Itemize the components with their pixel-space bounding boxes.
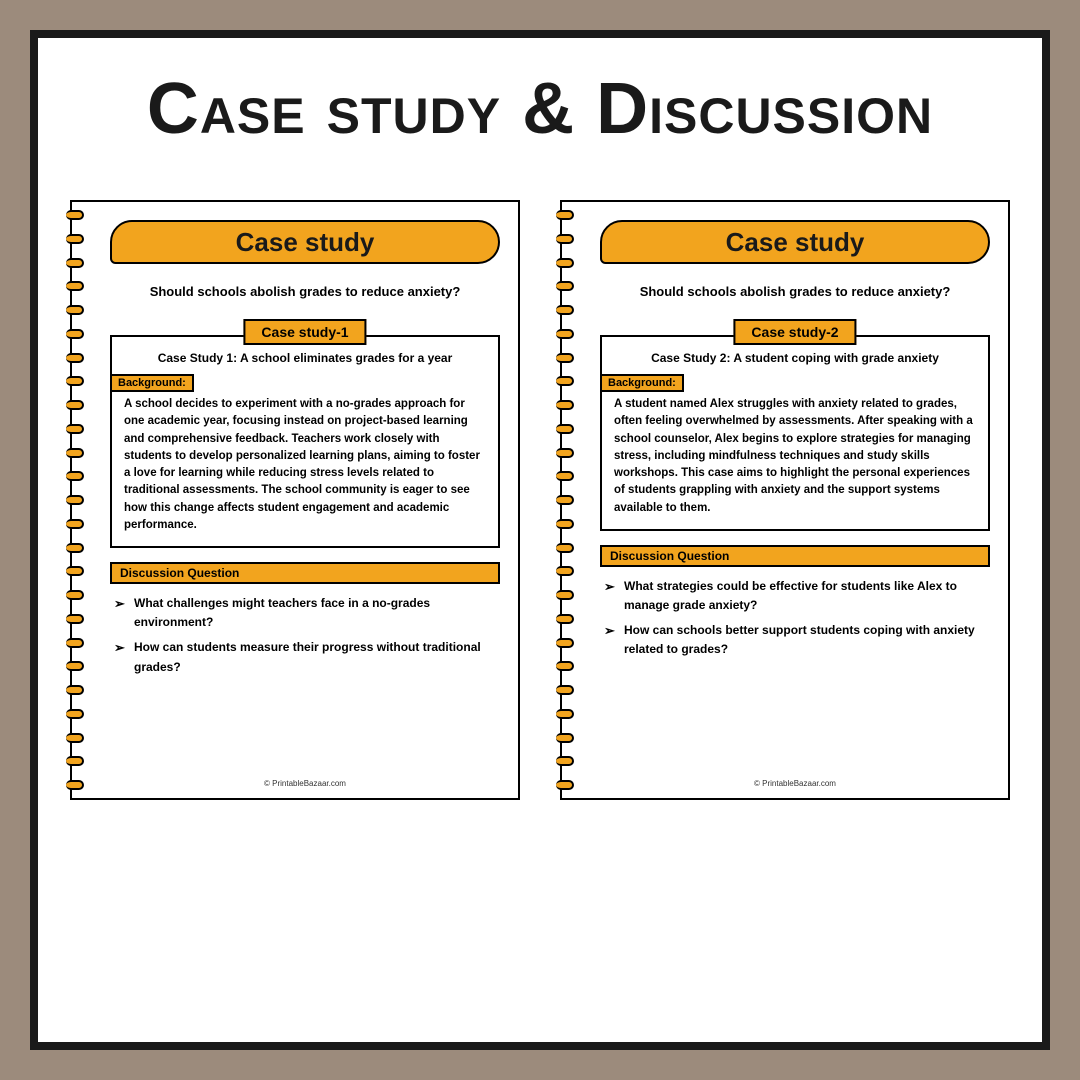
case-box: Case Study 1: A school eliminates grades… bbox=[110, 335, 500, 548]
case-box-label: Case study-2 bbox=[733, 319, 856, 345]
case-box-label: Case study-1 bbox=[243, 319, 366, 345]
main-title: Case study & Discussion bbox=[147, 68, 933, 150]
page-title-pill: Case study bbox=[110, 220, 500, 264]
pages-row: Case study Should schools abolish grades… bbox=[68, 200, 1012, 800]
case-box-title: Case Study 1: A school eliminates grades… bbox=[124, 351, 486, 365]
document-frame: Case study & Discussion Case study Shoul… bbox=[30, 30, 1050, 1050]
page-footer: © PrintableBazaar.com bbox=[110, 771, 500, 788]
case-box-wrap: Case study-1 Case Study 1: A school elim… bbox=[110, 335, 500, 548]
questions-list: What strategies could be effective for s… bbox=[600, 577, 990, 666]
worksheet-page-2: Case study Should schools abolish grades… bbox=[560, 200, 1010, 800]
worksheet-page-1: Case study Should schools abolish grades… bbox=[70, 200, 520, 800]
background-label: Background: bbox=[600, 374, 684, 392]
page-footer: © PrintableBazaar.com bbox=[600, 771, 990, 788]
page-title-text: Case study bbox=[236, 227, 375, 258]
discussion-question-label: Discussion Question bbox=[110, 562, 500, 584]
question-item: How can schools better support students … bbox=[604, 621, 990, 659]
case-box-wrap: Case study-2 Case Study 2: A student cop… bbox=[600, 335, 990, 531]
page-title-text: Case study bbox=[726, 227, 865, 258]
question-item: How can students measure their progress … bbox=[114, 638, 500, 676]
background-body: A student named Alex struggles with anxi… bbox=[614, 396, 976, 517]
question-item: What challenges might teachers face in a… bbox=[114, 594, 500, 632]
spiral-binding-icon bbox=[66, 210, 86, 790]
case-box: Case Study 2: A student coping with grad… bbox=[600, 335, 990, 531]
question-item: What strategies could be effective for s… bbox=[604, 577, 990, 615]
page-subtitle: Should schools abolish grades to reduce … bbox=[600, 284, 990, 299]
background-body: A school decides to experiment with a no… bbox=[124, 396, 486, 534]
questions-list: What challenges might teachers face in a… bbox=[110, 594, 500, 683]
case-box-title: Case Study 2: A student coping with grad… bbox=[614, 351, 976, 365]
page-title-pill: Case study bbox=[600, 220, 990, 264]
spiral-binding-icon bbox=[556, 210, 576, 790]
background-label: Background: bbox=[110, 374, 194, 392]
page-subtitle: Should schools abolish grades to reduce … bbox=[110, 284, 500, 299]
discussion-question-label: Discussion Question bbox=[600, 545, 990, 567]
